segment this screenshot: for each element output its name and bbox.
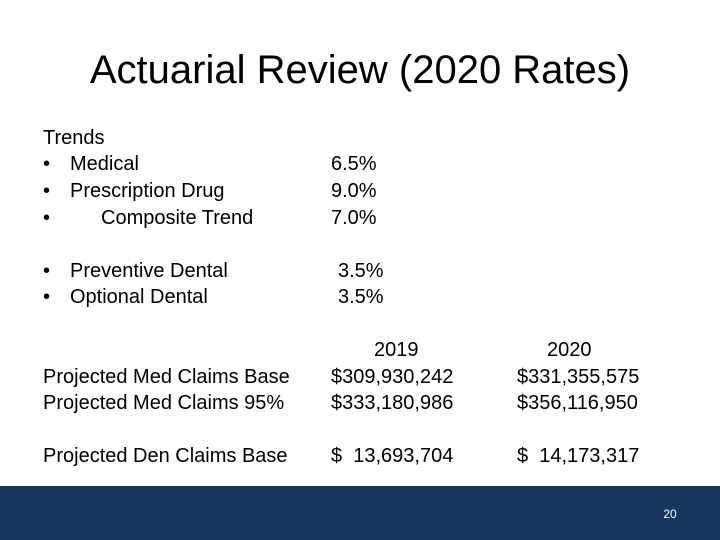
row-label: Projected Den Claims Base <box>43 445 288 467</box>
trend-label: Prescription Drug <box>70 180 225 202</box>
value-2019: $ 13,693,704 <box>331 445 454 467</box>
value-2019: $309,930,242 <box>331 366 454 388</box>
value-2020: $331,355,575 <box>517 366 640 388</box>
footer-bar <box>0 486 720 540</box>
value-2020: $356,116,950 <box>517 392 638 414</box>
bullet-icon: • <box>43 286 51 308</box>
page-number: 20 <box>663 507 677 521</box>
column-header-2020: 2020 <box>547 339 592 361</box>
bullet-icon: • <box>43 260 51 282</box>
column-header-2019: 2019 <box>374 339 419 361</box>
bullet-icon: • <box>43 180 51 202</box>
value-2020: $ 14,173,317 <box>517 445 640 467</box>
trend-label: Optional Dental <box>70 286 208 308</box>
row-label: Projected Med Claims Base <box>43 366 290 388</box>
slide-title: Actuarial Review (2020 Rates) <box>89 48 631 92</box>
trend-value: 9.0% <box>331 180 377 202</box>
bullet-icon: • <box>43 207 51 229</box>
trend-label: Medical <box>70 153 139 175</box>
trend-value: 3.5% <box>338 260 384 282</box>
trend-label: Preventive Dental <box>70 260 228 282</box>
value-2019: $333,180,986 <box>331 392 454 414</box>
trend-value: 3.5% <box>338 286 384 308</box>
trend-label: Composite Trend <box>101 207 254 229</box>
trend-value: 7.0% <box>331 207 377 229</box>
trend-value: 6.5% <box>331 153 377 175</box>
bullet-icon: • <box>43 153 51 175</box>
trends-heading: Trends <box>43 127 105 149</box>
row-label: Projected Med Claims 95% <box>43 392 285 414</box>
